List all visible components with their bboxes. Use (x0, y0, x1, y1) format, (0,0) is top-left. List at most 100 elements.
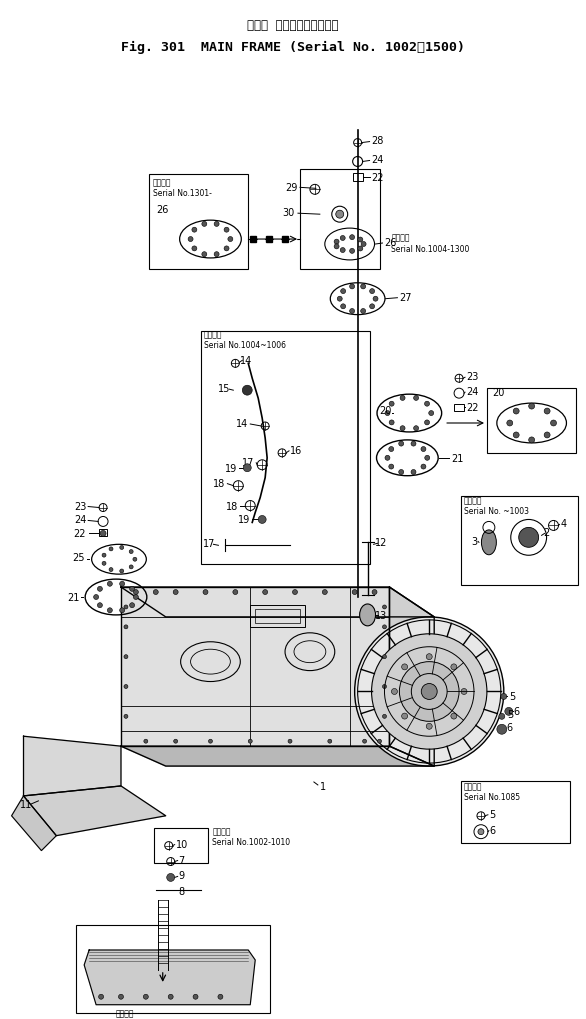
Circle shape (242, 386, 252, 395)
Text: 24: 24 (466, 387, 478, 396)
Circle shape (355, 618, 504, 766)
Circle shape (383, 605, 387, 609)
Circle shape (358, 247, 363, 252)
Circle shape (97, 603, 103, 608)
Circle shape (398, 470, 404, 475)
Circle shape (248, 740, 252, 744)
Bar (461, 496, 578, 586)
Circle shape (94, 595, 98, 600)
Text: 6: 6 (514, 706, 520, 716)
Text: 23: 23 (74, 501, 86, 512)
Text: Serial No.1004-1300: Serial No.1004-1300 (391, 246, 470, 254)
Circle shape (389, 465, 394, 470)
Text: 22: 22 (372, 173, 384, 183)
Bar (461, 782, 570, 843)
Circle shape (340, 305, 346, 310)
Circle shape (120, 570, 124, 574)
Circle shape (334, 245, 339, 250)
Circle shape (109, 568, 113, 572)
Circle shape (134, 595, 138, 600)
Circle shape (513, 409, 519, 415)
Text: 21: 21 (451, 453, 464, 464)
Circle shape (372, 590, 377, 595)
Circle shape (519, 528, 539, 548)
Polygon shape (12, 796, 56, 851)
Circle shape (322, 590, 328, 595)
Circle shape (288, 740, 292, 744)
Circle shape (385, 455, 390, 461)
Circle shape (124, 605, 128, 609)
Text: 18: 18 (213, 478, 226, 488)
Text: 28: 28 (372, 136, 384, 146)
Text: 9: 9 (179, 870, 185, 880)
Text: 7: 7 (179, 855, 185, 865)
Polygon shape (250, 236, 256, 243)
Circle shape (401, 664, 408, 671)
Circle shape (529, 437, 534, 443)
Circle shape (400, 396, 405, 401)
Bar (487, 389, 577, 453)
Circle shape (451, 664, 457, 671)
Circle shape (129, 550, 133, 554)
Circle shape (383, 685, 387, 689)
Text: 19: 19 (225, 464, 237, 473)
Polygon shape (290, 236, 296, 243)
Circle shape (233, 590, 238, 595)
Bar (154, 827, 209, 863)
Circle shape (120, 582, 125, 587)
Text: 適用号機: 適用号機 (391, 233, 410, 243)
Circle shape (361, 243, 366, 248)
Circle shape (154, 590, 158, 595)
Text: 22: 22 (74, 529, 86, 539)
Circle shape (350, 309, 355, 314)
Text: 29: 29 (285, 183, 298, 194)
Text: 23: 23 (466, 372, 478, 382)
Text: 20: 20 (379, 406, 391, 416)
Circle shape (124, 655, 128, 659)
Text: 適用号機: 適用号機 (464, 782, 482, 791)
Circle shape (401, 713, 408, 719)
Circle shape (98, 995, 104, 1000)
Circle shape (100, 531, 106, 537)
Circle shape (224, 247, 229, 252)
Text: 適用号機: 適用号機 (203, 330, 222, 338)
Text: 8: 8 (179, 887, 185, 897)
Bar (454, 405, 464, 412)
Circle shape (358, 237, 363, 243)
Circle shape (426, 654, 432, 660)
Text: 5: 5 (507, 709, 513, 719)
Text: Serial No.1004~1006: Serial No.1004~1006 (203, 340, 285, 350)
Circle shape (102, 561, 106, 566)
Bar (255, 609, 300, 624)
Circle shape (544, 432, 550, 438)
Circle shape (258, 516, 266, 524)
Circle shape (214, 253, 219, 258)
Circle shape (400, 426, 405, 431)
Text: 6: 6 (507, 722, 513, 733)
Text: Serial No.1085: Serial No.1085 (464, 793, 520, 802)
Text: 適用号機: 適用号機 (116, 1008, 135, 1017)
Text: メイン  フレーム（適用号機: メイン フレーム（適用号機 (247, 18, 339, 32)
Circle shape (425, 455, 430, 461)
Circle shape (214, 222, 219, 227)
Circle shape (383, 714, 387, 718)
Circle shape (193, 995, 198, 1000)
Circle shape (144, 995, 148, 1000)
Circle shape (109, 547, 113, 551)
Circle shape (411, 441, 416, 446)
Circle shape (383, 626, 387, 629)
Circle shape (340, 249, 345, 254)
Circle shape (202, 253, 207, 258)
Circle shape (352, 590, 357, 595)
Circle shape (124, 626, 128, 629)
Circle shape (202, 222, 207, 227)
Bar (250, 605, 305, 628)
Text: 5: 5 (509, 692, 515, 702)
Circle shape (338, 297, 342, 302)
Text: 24: 24 (74, 515, 86, 525)
Circle shape (544, 409, 550, 415)
Bar (99, 530, 107, 537)
Text: 24: 24 (372, 155, 384, 165)
Text: 5: 5 (489, 809, 495, 819)
Circle shape (424, 421, 430, 426)
